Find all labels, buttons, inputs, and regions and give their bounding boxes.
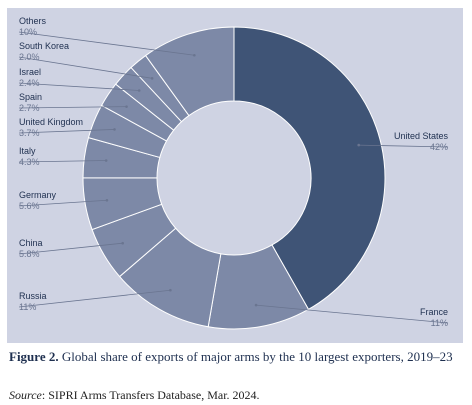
leader-line-israel <box>18 82 140 91</box>
leader-dot-italy <box>104 159 108 162</box>
slice-united-states <box>233 26 386 311</box>
value-label-russia: 11% <box>19 302 36 312</box>
leader-line-others <box>18 31 195 56</box>
leader-dot-russia <box>169 288 172 292</box>
leader-line-russia <box>18 289 171 308</box>
label-germany: Germany <box>19 190 57 200</box>
value-label-israel: 2.4% <box>19 78 40 88</box>
label-france: France <box>420 307 448 317</box>
label-china: China <box>19 238 43 248</box>
leader-line-united-states <box>358 144 449 148</box>
label-spain: Spain <box>19 92 42 102</box>
label-russia: Russia <box>19 291 47 301</box>
label-israel: Israel <box>19 67 41 77</box>
leader-dot-united-kingdom <box>113 128 116 131</box>
leader-dot-france <box>254 303 258 307</box>
value-label-others: 10% <box>19 27 37 37</box>
leader-dot-germany <box>105 198 109 202</box>
leader-dot-others <box>193 53 196 57</box>
source-note: Source: SIPRI Arms Transfers Database, M… <box>9 388 260 403</box>
chart-panel: United States 42% France 11% Russia 11% China 5… <box>7 8 463 343</box>
value-label-spain: 2.7% <box>19 103 40 113</box>
label-united-kingdom: United Kingdom <box>19 117 83 127</box>
slice-others <box>144 26 235 117</box>
leader-dot-spain <box>125 105 128 108</box>
leader-dot-china <box>121 241 124 245</box>
figure-title: Global share of exports of major arms by… <box>58 349 453 364</box>
value-label-germany: 5.6% <box>19 201 40 211</box>
donut-chart: United States42%France11%Russia11%China5… <box>18 16 449 330</box>
source-text: : SIPRI Arms Transfers Database, Mar. 20… <box>41 388 260 402</box>
figure-caption: Figure 2. Global share of exports of maj… <box>9 348 464 365</box>
figure-label: Figure 2. <box>9 349 59 364</box>
leader-dot-united-states <box>357 143 361 147</box>
leader-line-south-korea <box>18 56 153 79</box>
leader-line-italy <box>18 160 107 163</box>
label-others: Others <box>19 16 47 26</box>
leader-line-germany <box>18 199 107 207</box>
source-label: Source <box>9 388 42 402</box>
leader-dot-south-korea <box>150 77 154 80</box>
leader-line-china <box>18 242 123 255</box>
value-label-south-korea: 2.0% <box>19 52 40 62</box>
leader-line-united-kingdom <box>18 129 115 134</box>
leader-line-spain <box>18 106 127 109</box>
value-label-united-states: 42% <box>430 142 448 152</box>
label-italy: Italy <box>19 146 36 156</box>
leader-line-france <box>256 304 449 324</box>
label-south-korea: South Korea <box>19 41 69 51</box>
value-label-china: 5.8% <box>19 249 40 259</box>
label-united-states: United States <box>394 131 449 141</box>
value-label-france: 11% <box>431 318 448 328</box>
value-label-united-kingdom: 3.7% <box>19 128 40 138</box>
leader-dot-israel <box>137 89 141 92</box>
value-label-italy: 4.3% <box>19 157 40 167</box>
